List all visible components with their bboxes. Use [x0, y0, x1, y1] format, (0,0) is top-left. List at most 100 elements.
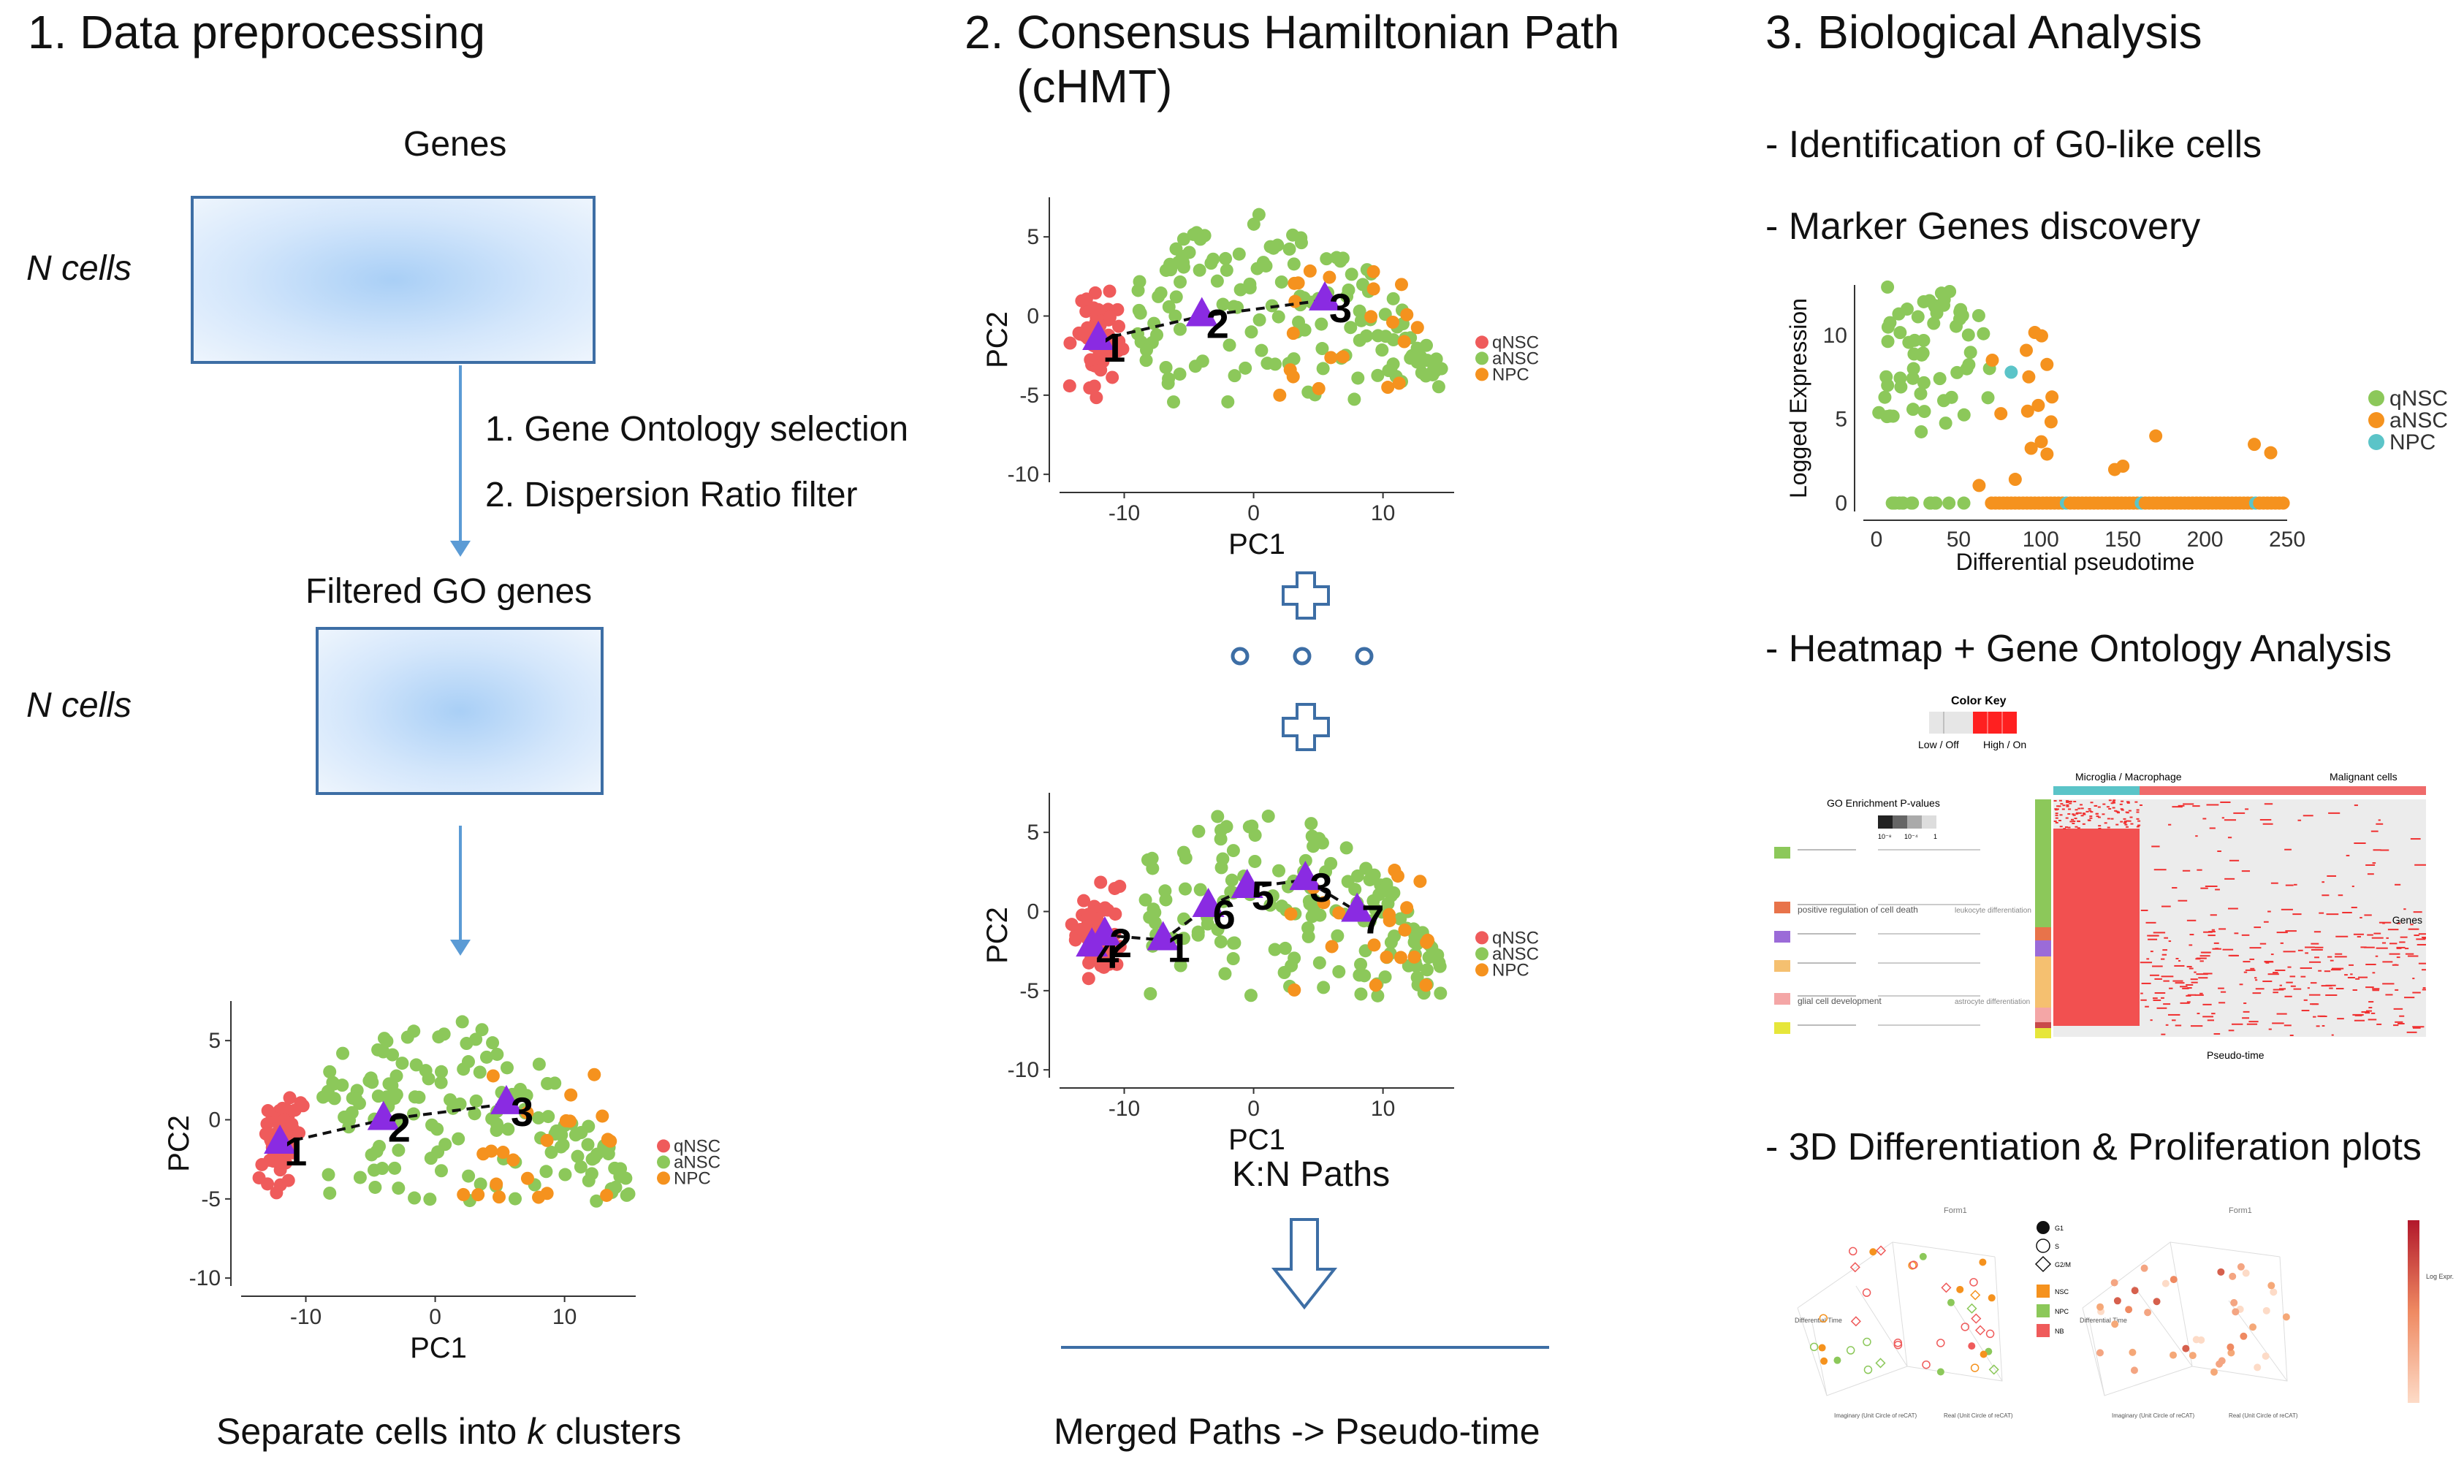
ansc-point [1354, 957, 1368, 971]
ansc-point [554, 1140, 568, 1154]
x-axis-title: PC1 [1228, 528, 1285, 560]
npc-point [1367, 938, 1381, 952]
ansc-point [501, 1122, 515, 1136]
ansc-point [1274, 275, 1288, 289]
npc-point [588, 1068, 601, 1081]
ansc-point [1223, 338, 1236, 352]
svg-text:Imaginary (Unit Circle of reCA: Imaginary (Unit Circle of reCAT) [1834, 1412, 1917, 1419]
legend-dot [657, 1155, 670, 1169]
genes-label: Genes [403, 125, 507, 164]
npc-point [1421, 933, 1434, 947]
qnsc-point [1094, 959, 1108, 973]
ansc-point [541, 1110, 555, 1124]
ansc-point [1372, 888, 1386, 902]
heatmap-go-figure: Color Key Low / Off High / On GO Enrichm… [1774, 695, 2426, 1061]
npc-point [493, 1190, 506, 1204]
npc-point [496, 1146, 510, 1160]
ansc-point [1191, 925, 1205, 939]
merged-paths-label: Merged Paths -> Pseudo-time [1054, 1411, 1540, 1452]
ansc-point [544, 1146, 558, 1160]
npc-point [1400, 308, 1414, 321]
path-node-label: 1 [1168, 925, 1190, 971]
y-tick-label: 5 [208, 1029, 221, 1053]
ansc-point [1266, 241, 1280, 255]
path-node-label: 1 [284, 1128, 307, 1174]
ansc-point [1375, 343, 1389, 357]
npc-point [540, 1133, 554, 1147]
qnsc-point [1106, 370, 1119, 384]
ansc-point [446, 1101, 460, 1115]
marker-point [1963, 346, 1977, 359]
npc-point [1400, 901, 1414, 915]
ansc-point [1371, 989, 1385, 1002]
qnsc-point [1110, 957, 1124, 971]
svg-text:NB: NB [2055, 1328, 2064, 1335]
ansc-point [1255, 343, 1269, 357]
y-tick-label: -5 [201, 1187, 221, 1211]
marker-point [1914, 387, 1928, 400]
ansc-point [335, 1078, 349, 1092]
ansc-point [1431, 380, 1445, 394]
x-tick-label: 10 [1371, 1097, 1395, 1121]
ansc-point [469, 1094, 483, 1108]
ansc-point [1139, 343, 1153, 357]
path-node-label: 2 [1206, 301, 1229, 347]
ansc-point [1354, 987, 1368, 1001]
x-tick-label: 0 [1247, 501, 1260, 525]
ansc-point [1359, 861, 1373, 875]
marker-point [1881, 280, 1895, 294]
ansc-point [585, 1167, 598, 1181]
ansc-point [1355, 278, 1369, 292]
legend-label: qNSC [1492, 332, 1539, 352]
ansc-point [1174, 275, 1187, 289]
x-tick-label: 150 [2104, 528, 2141, 552]
ansc-point [434, 1065, 448, 1078]
marker-point [1927, 316, 1941, 330]
ansc-point [1219, 251, 1233, 265]
ansc-point [1225, 873, 1239, 887]
marker-point [1883, 409, 1897, 423]
filtered-go-label: Filtered GO genes [305, 572, 593, 611]
npc-point [1393, 951, 1407, 964]
qnsc-point [281, 1173, 295, 1187]
ansc-point [1211, 923, 1225, 937]
ansc-point [1252, 208, 1266, 221]
marker-point [1981, 391, 1995, 405]
qnsc-point [1108, 881, 1122, 895]
svg-text:10⁻⁸: 10⁻⁸ [1878, 833, 1892, 840]
ansc-point [452, 1132, 465, 1146]
go-term: glial cell development [1798, 996, 1882, 1006]
ansc-point [539, 1165, 553, 1179]
qnsc-point [296, 1099, 310, 1113]
npc-point [1366, 282, 1380, 296]
path-node-triangle [1088, 916, 1121, 945]
ansc-point [548, 1076, 562, 1090]
y-tick-label: 5 [1027, 821, 1039, 845]
marker-point [1906, 371, 1920, 385]
ansc-point [342, 1120, 356, 1134]
qnsc-point [1094, 363, 1108, 377]
ansc-point [1278, 941, 1292, 955]
qnsc-point [1090, 391, 1103, 405]
npc-point [600, 1188, 614, 1202]
npc-point [1391, 869, 1404, 883]
legend-dot [1475, 963, 1488, 977]
ansc-point [1245, 819, 1259, 833]
ansc-point [1404, 351, 1418, 365]
path-node-label: 3 [511, 1089, 533, 1135]
path-node-triangle [1185, 297, 1218, 327]
ansc-point [1384, 889, 1398, 902]
ansc-point [377, 1032, 391, 1046]
ansc-point [486, 1036, 500, 1050]
ansc-point [1228, 369, 1241, 383]
marker-point [1906, 403, 1920, 416]
y-tick-label: 0 [1027, 305, 1039, 329]
ansc-point [1386, 292, 1400, 305]
npc-point [1332, 906, 1346, 920]
ansc-point [1371, 329, 1385, 343]
ansc-point [389, 1069, 403, 1083]
marker-point [1939, 416, 1952, 430]
ansc-point [1244, 325, 1258, 339]
y-axis-title: Logged Expression [1785, 298, 1811, 498]
ansc-point [1331, 929, 1345, 943]
